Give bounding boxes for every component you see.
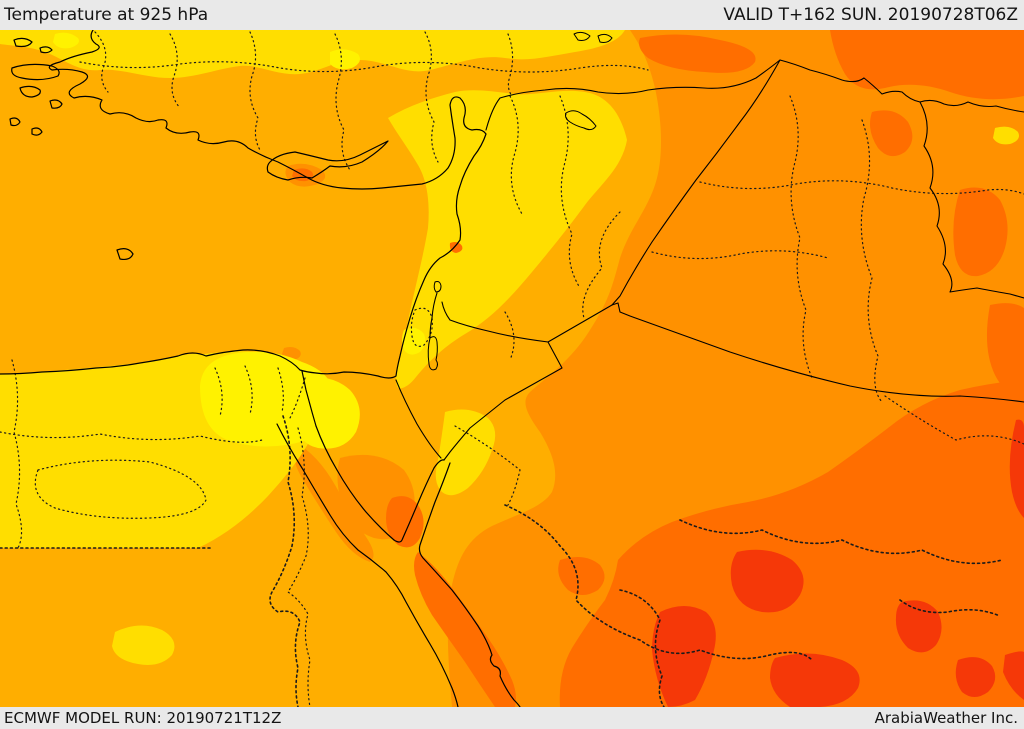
model-run-label: ECMWF MODEL RUN: 20190721T12Z xyxy=(4,709,282,727)
syria-jordan-border xyxy=(441,301,549,343)
turkey-syria-iraq-border xyxy=(485,59,1024,131)
provider-credit: ArabiaWeather Inc. xyxy=(874,709,1018,727)
band-yellow-region xyxy=(0,30,1019,665)
saudi-red-sea-coast xyxy=(418,462,521,707)
aegean-islands xyxy=(9,37,134,261)
temperature-map-canvas xyxy=(0,30,1024,707)
lakes xyxy=(427,31,613,371)
iraq-saudi-border xyxy=(611,302,1024,403)
temperature-field xyxy=(0,30,1024,707)
iraq-iran-border xyxy=(919,101,1024,299)
israel-egypt-border xyxy=(395,379,442,459)
sea-of-galilee xyxy=(433,281,442,293)
weather-map xyxy=(0,30,1024,707)
sinai-west-coast xyxy=(315,425,395,541)
band-red-region xyxy=(652,419,1024,707)
sinai-east-coast xyxy=(393,459,445,543)
page-title: Temperature at 925 hPa xyxy=(4,5,209,25)
syria-iraq-border xyxy=(611,59,781,306)
lake-assad xyxy=(565,110,597,131)
valid-time-label: VALID T+162 SUN. 20190728T06Z xyxy=(723,5,1018,25)
cyprus-island xyxy=(266,140,389,181)
admin-boundaries-dotted xyxy=(0,31,1024,707)
jordan-saudi-border xyxy=(443,304,613,461)
anatolian-lakes xyxy=(573,31,613,43)
country-borders xyxy=(395,59,1024,461)
suez-canal xyxy=(301,370,317,427)
anatolia-levant-egypt-coast xyxy=(0,30,487,379)
coastlines xyxy=(0,30,521,707)
header-bar: Temperature at 925 hPa VALID T+162 SUN. … xyxy=(0,0,1024,30)
gulf-of-suez-west-coast xyxy=(276,423,459,707)
footer-bar: ECMWF MODEL RUN: 20190721T12Z ArabiaWeat… xyxy=(0,707,1024,729)
dead-sea xyxy=(427,336,438,371)
jordan-river-border xyxy=(429,292,438,338)
west-bank-boundary xyxy=(410,307,433,347)
nile-valley-boundary xyxy=(269,415,301,707)
